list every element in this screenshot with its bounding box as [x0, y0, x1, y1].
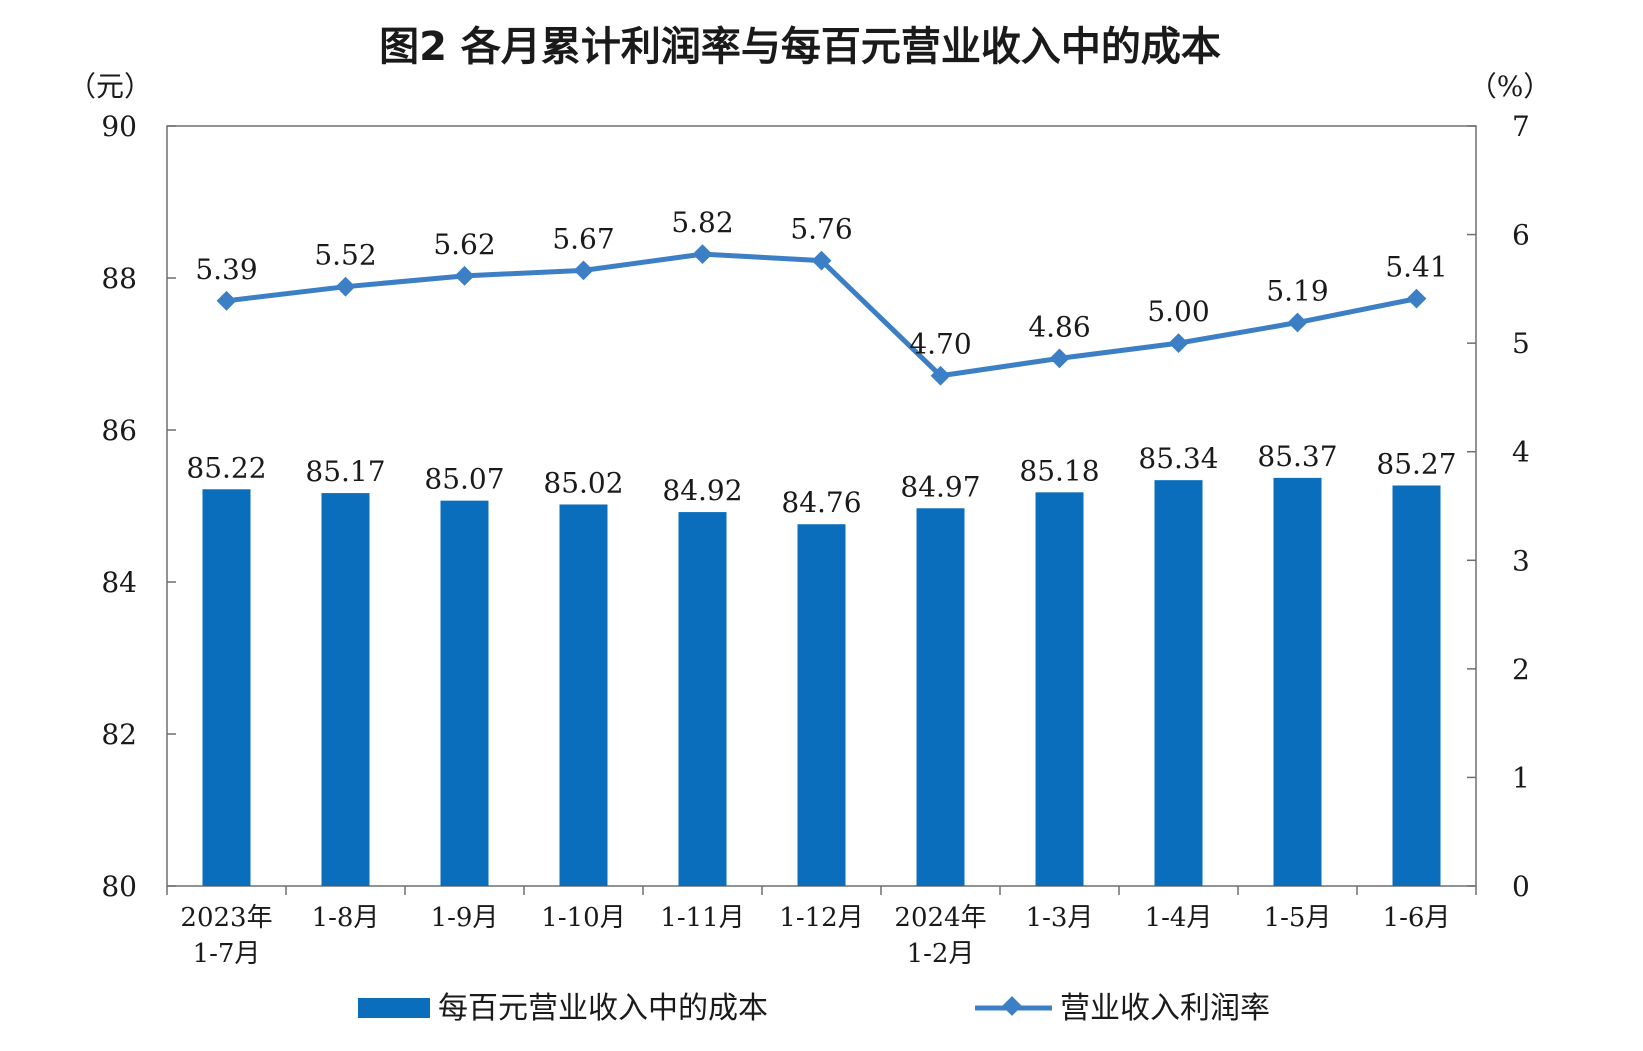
right-tick-label: 7: [1512, 110, 1530, 143]
x-category-line: 1-9月: [431, 903, 499, 933]
x-category-label: 1-12月: [779, 903, 863, 933]
legend-bar-swatch: [358, 998, 430, 1018]
line-point: [454, 265, 475, 286]
x-category-line: 1-12月: [779, 903, 863, 933]
left-tick-label: 90: [101, 110, 137, 143]
x-category-line: 2023年: [180, 903, 272, 933]
right-tick-label: 0: [1512, 870, 1530, 903]
line-value-label: 5.52: [314, 239, 376, 272]
bar: [559, 504, 608, 886]
x-category-line: 1-11月: [660, 903, 744, 933]
left-tick-label: 86: [101, 414, 137, 447]
x-category-label: 2023年 1-7月: [180, 903, 272, 969]
line-value-label: 5.41: [1385, 251, 1447, 284]
x-category-label: 1-4月: [1145, 903, 1213, 933]
right-tick-label: 3: [1512, 544, 1530, 577]
left-tick-label: 80: [101, 870, 137, 903]
bar: [321, 493, 370, 886]
line-point: [692, 244, 713, 265]
bar-series: [202, 477, 1441, 886]
right-tick-label: 4: [1512, 436, 1530, 469]
bar-value-label: 85.22: [186, 451, 266, 484]
right-tick-label: 5: [1512, 327, 1530, 360]
x-category-label: 1-8月: [312, 903, 380, 933]
bar: [202, 489, 251, 886]
line-point: [930, 365, 951, 386]
x-category-line: 1-7月: [193, 939, 261, 969]
bar-value-label: 85.18: [1019, 454, 1099, 487]
bar-value-label: 84.92: [662, 474, 742, 507]
bar-value-label: 85.17: [305, 455, 385, 488]
x-category-label: 1-3月: [1026, 903, 1094, 933]
legend-line-label: 营业收入利润率: [1060, 991, 1270, 1026]
x-category-line: 1-5月: [1264, 903, 1332, 933]
line-path: [226, 251, 1417, 379]
legend: 每百元营业收入中的成本 营业收入利润率: [358, 991, 1270, 1026]
x-axis: 2023年 1-7月 1-8月 1-9月 1-10月 1-11月 1-12月 2024年 1-2…: [166, 886, 1477, 969]
left-tick-label: 82: [101, 718, 137, 751]
right-axis-unit: （%）: [1469, 70, 1552, 103]
left-y-axis: 80 82 84 86 88 90: [101, 110, 176, 903]
bar: [1154, 480, 1203, 886]
bar: [1035, 492, 1084, 886]
line-value-label: 5.67: [552, 222, 614, 255]
x-category-line: 1-6月: [1383, 903, 1451, 933]
bar: [916, 508, 965, 886]
right-tick-label: 1: [1512, 761, 1530, 794]
x-category-label: 1-10月: [541, 903, 625, 933]
x-category-label: 2024年 1-2月: [894, 903, 986, 969]
bar-value-label: 84.97: [900, 470, 980, 503]
bar-value-label: 85.07: [424, 463, 504, 496]
bar: [797, 524, 846, 886]
left-tick-label: 88: [101, 262, 137, 295]
line-data-labels: 5.39 5.52 5.62 5.67 5.82 5.76 4.70 4.86 5.00 5.19…: [195, 206, 1447, 361]
line-point: [1049, 348, 1070, 369]
line-value-label: 5.00: [1147, 295, 1209, 328]
x-category-line: 1-2月: [907, 939, 975, 969]
line-point: [216, 290, 237, 311]
x-category-label: 1-11月: [660, 903, 744, 933]
x-category-label: 1-5月: [1264, 903, 1332, 933]
left-axis-unit: （元）: [68, 70, 152, 103]
bar-value-label: 84.76: [781, 486, 861, 519]
x-category-line: 2024年: [894, 903, 986, 933]
right-tick-label: 6: [1512, 219, 1530, 252]
x-category-line: 1-10月: [541, 903, 625, 933]
line-value-label: 5.39: [195, 253, 257, 286]
legend-line-marker: [1002, 996, 1022, 1016]
line-point: [1287, 312, 1308, 333]
line-value-label: 5.82: [671, 206, 733, 239]
bar: [1392, 485, 1441, 886]
x-category-line: 1-3月: [1026, 903, 1094, 933]
right-y-axis: 0 1 2 3 4 5 6 7: [1467, 110, 1530, 903]
bar-value-label: 85.02: [543, 466, 623, 499]
chart-title: 图2 各月累计利润率与每百元营业收入中的成本: [379, 24, 1221, 70]
bar: [440, 500, 489, 886]
line-value-label: 5.62: [433, 228, 495, 261]
x-category-line: 1-8月: [312, 903, 380, 933]
line-point: [335, 276, 356, 297]
line-value-label: 4.70: [909, 328, 971, 361]
line-point: [1406, 288, 1427, 309]
line-value-label: 5.19: [1266, 275, 1328, 308]
line-value-label: 5.76: [790, 213, 852, 246]
bar: [678, 512, 727, 886]
x-category-label: 1-6月: [1383, 903, 1451, 933]
line-series: [216, 244, 1427, 386]
right-tick-label: 2: [1512, 653, 1530, 686]
line-point: [1168, 333, 1189, 354]
x-category-line: 1-4月: [1145, 903, 1213, 933]
left-tick-label: 84: [101, 566, 137, 599]
legend-bar-label: 每百元营业收入中的成本: [438, 991, 768, 1026]
bar-value-label: 85.37: [1257, 440, 1337, 473]
bar-data-labels: 85.22 85.17 85.07 85.02 84.92 84.76 84.97 85.18…: [186, 440, 1456, 519]
bar-value-label: 85.34: [1138, 442, 1218, 475]
bar: [1273, 477, 1322, 886]
x-category-label: 1-9月: [431, 903, 499, 933]
bar-value-label: 85.27: [1376, 447, 1456, 480]
line-value-label: 4.86: [1028, 310, 1090, 343]
line-point: [573, 260, 594, 281]
